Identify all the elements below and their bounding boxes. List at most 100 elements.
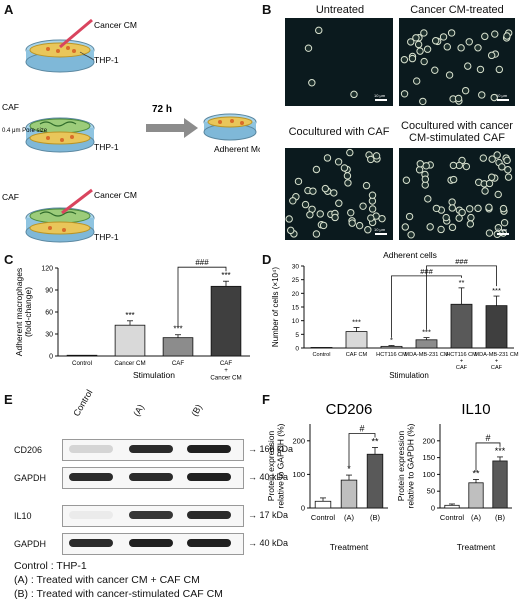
cell-2-9 [289, 197, 297, 205]
comparison-label: ### [195, 258, 209, 267]
chart-d: 0 5 10 15 20 25 30 Number of cells (×10⁴) Stimul… [271, 252, 519, 380]
cell-3-14 [503, 156, 511, 165]
scale-bar-3 [497, 233, 509, 235]
petri-dish-3 [25, 188, 95, 243]
cell-1-16 [420, 29, 428, 37]
cell-1-2 [400, 90, 409, 98]
cell-2-18 [346, 148, 354, 157]
micrograph-untreated: 10 μm [285, 18, 393, 106]
cell-3-45 [485, 179, 494, 188]
cell-1-26 [413, 77, 421, 85]
y-tick-label: 30 [292, 264, 300, 271]
cell-3-50 [421, 175, 430, 183]
cell-1-21 [431, 37, 440, 45]
significance-mark: *** [125, 311, 134, 320]
cell-1-22 [439, 33, 448, 41]
y-axis-label: relative to GAPDH (%) [276, 423, 286, 508]
scale-bar-1 [497, 99, 509, 101]
cell-2-36 [335, 199, 343, 207]
blot-row-label: GAPDH [14, 539, 47, 549]
significance-mark: * [347, 464, 351, 474]
blot-band [69, 539, 113, 547]
cell-1-30 [407, 38, 415, 46]
cell-2-17 [362, 181, 371, 190]
blot-strip [62, 467, 244, 489]
micro-title-cancer-cm: Cancer CM-treated [410, 4, 504, 16]
x-tick-label: Control [311, 513, 336, 522]
label-pore-size: 0.4 μm Pore size [2, 128, 48, 134]
comparison-label: ### [455, 257, 468, 266]
cell-1-39 [481, 32, 489, 41]
cell-2-40 [378, 214, 386, 223]
cell-1-3 [454, 94, 463, 103]
cell-3-54 [405, 212, 414, 221]
cell-2-41 [306, 211, 314, 219]
cell-3-42 [426, 223, 434, 231]
y-tick-label: 30 [45, 332, 53, 339]
cell-3-23 [442, 213, 450, 222]
blot-strip [62, 439, 244, 461]
cell-1-32 [478, 91, 486, 99]
y-tick-label: 120 [41, 266, 53, 273]
x-axis-label: Treatment [457, 542, 496, 552]
y-axis-label: Protein expression [396, 431, 406, 502]
y-tick-label: 100 [422, 470, 435, 479]
cell-1-27 [416, 47, 424, 55]
label-thp1-3: THP-1 [94, 232, 119, 242]
cell-3-41 [401, 223, 409, 231]
y-tick-label: 90 [45, 288, 53, 295]
cell-2-22 [330, 189, 338, 197]
comparison-label: # [359, 424, 364, 434]
cell-3-17 [424, 195, 432, 203]
cell-3-46 [479, 154, 488, 162]
cell-2-38 [347, 208, 355, 217]
cell-1-7 [419, 97, 427, 106]
cell-0-2 [308, 79, 316, 87]
cell-2-33 [367, 155, 375, 164]
bar [314, 500, 332, 509]
scale-label-3: 10 μm [496, 227, 508, 232]
panel-letter-d: D [262, 252, 272, 267]
y-tick-label: 150 [422, 453, 435, 462]
cell-1-34 [503, 32, 511, 40]
x-axis-label: Stimulation [389, 371, 429, 380]
bar [114, 324, 146, 357]
y-axis-label: Protein expression [266, 431, 276, 502]
cell-3-12 [449, 175, 458, 184]
bar [485, 305, 508, 349]
bar [210, 285, 242, 357]
footer-line-1: Control : THP-1 [14, 560, 87, 572]
cell-1-4 [476, 65, 485, 74]
x-tick-label: CAF [491, 365, 503, 371]
blot-lane-label: Control [71, 387, 95, 418]
cell-1-36 [457, 44, 465, 52]
x-tick-label: CAF [220, 360, 233, 367]
petri-dish-1 [25, 18, 95, 73]
significance-mark: *** [221, 271, 230, 280]
blot-band [69, 473, 113, 481]
blot-band [69, 511, 113, 519]
x-tick-label: Control [440, 513, 465, 522]
blot-band [187, 511, 231, 519]
cell-0-1 [315, 26, 323, 35]
x-tick-label: Cancer CM [210, 374, 241, 381]
cell-2-6 [312, 230, 321, 238]
blot-band [129, 511, 173, 519]
cell-3-59 [432, 204, 441, 213]
cell-2-27 [294, 177, 303, 186]
blot-row-label: GAPDH [14, 473, 47, 483]
y-tick-label: 5 [295, 332, 299, 339]
cell-1-28 [443, 43, 451, 51]
x-tick-label: MDA-MB-231 CM [404, 352, 448, 358]
time-arrow [146, 118, 198, 138]
cell-2-28 [316, 210, 324, 218]
cell-3-33 [458, 208, 466, 217]
cell-3-39 [498, 163, 506, 171]
scale-bar-0 [375, 99, 387, 101]
blot-kda-label: → 17 kDa [248, 510, 289, 520]
panel-letter-f: F [262, 392, 270, 407]
scale-label-2: 10 μm [374, 227, 386, 232]
cell-3-40 [416, 160, 424, 168]
cell-2-14 [340, 164, 349, 172]
panel-a-schematic: Cancer CM THP-1 CAF 0.4 μm Pore size THP… [2, 18, 260, 243]
